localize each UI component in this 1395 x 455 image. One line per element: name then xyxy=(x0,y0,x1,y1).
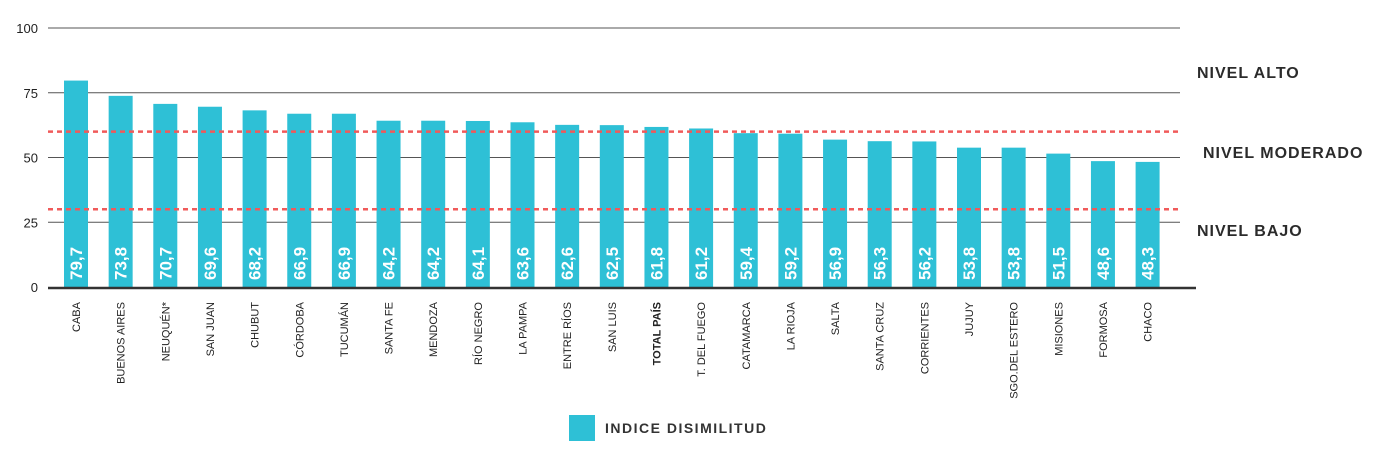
x-tick-label: TOTAL PAÍS xyxy=(650,302,663,365)
bar xyxy=(555,124,580,287)
bar xyxy=(823,139,848,287)
value-label: 73,8 xyxy=(112,247,131,280)
y-tick-label: 100 xyxy=(16,21,38,36)
value-label: 64,1 xyxy=(469,247,488,280)
x-tick-label: CABA xyxy=(71,301,83,332)
level-label-moderate: NIVEL MODERADO xyxy=(1203,145,1363,162)
bar xyxy=(510,122,535,287)
x-tick-label: SGO.DEL ESTERO xyxy=(1009,302,1021,399)
x-tick-label: SAN LUIS xyxy=(607,302,619,352)
x-tick-label: RÍO NEGRO xyxy=(472,302,485,365)
x-tick-label: FORMOSA xyxy=(1098,301,1110,357)
x-tick-label: LA PAMPA xyxy=(518,301,530,354)
bar xyxy=(599,125,624,287)
x-tick-label: MISIONES xyxy=(1053,302,1065,356)
x-tick-label: SALTA xyxy=(830,301,842,335)
value-label: 59,4 xyxy=(737,246,756,280)
x-tick-label: JUJUY xyxy=(964,301,976,336)
x-tick-label: BUENOS AIRES xyxy=(116,302,128,384)
x-axis: CABA BUENOS AIRES NEUQUÉN* SAN JUAN CHUBUT CÓ… xyxy=(48,286,1196,399)
x-tick-label: CHACO xyxy=(1143,302,1155,342)
value-label: 53,8 xyxy=(960,247,979,280)
bar xyxy=(331,113,356,287)
legend-label: INDICE DISIMILITUD xyxy=(605,420,768,436)
value-label: 48,3 xyxy=(1139,247,1158,280)
bar xyxy=(1046,153,1071,287)
bar xyxy=(1001,147,1026,287)
bars-group: 79,7 73,8 70,7 69,6 68,2 66,9 66,9 64,2 64,2 64,1… xyxy=(64,80,1160,288)
y-tick-label: 25 xyxy=(24,215,38,230)
value-label: 64,2 xyxy=(424,247,443,280)
level-labels: NIVEL ALTO NIVEL MODERADO NIVEL BAJO xyxy=(1197,65,1363,240)
bar xyxy=(242,110,267,287)
bar xyxy=(287,113,312,287)
value-label: 61,8 xyxy=(647,247,666,280)
x-tick-label: CATAMARCA xyxy=(741,301,753,369)
x-tick-label: TUCUMÁN xyxy=(338,302,351,357)
bar xyxy=(1135,161,1160,287)
value-label: 68,2 xyxy=(246,247,265,280)
legend: INDICE DISIMILITUD xyxy=(569,415,767,441)
bar xyxy=(376,120,401,287)
level-label-low: NIVEL BAJO xyxy=(1197,223,1303,240)
value-label: 70,7 xyxy=(156,247,175,280)
bar xyxy=(867,141,892,287)
value-label: 69,6 xyxy=(201,247,220,280)
bar xyxy=(421,120,446,287)
x-tick-label: NEUQUÉN* xyxy=(159,301,172,361)
value-label: 66,9 xyxy=(290,247,309,280)
value-label: 56,2 xyxy=(915,247,934,280)
value-label: 62,5 xyxy=(603,247,622,280)
x-tick-label: SANTA CRUZ xyxy=(875,302,887,371)
value-label: 56,3 xyxy=(871,247,890,280)
bar xyxy=(153,103,178,288)
y-tick-label: 0 xyxy=(31,280,38,295)
value-label: 53,8 xyxy=(1005,247,1024,280)
value-label: 64,2 xyxy=(380,247,399,280)
x-tick-label: CÓRDOBA xyxy=(293,301,306,357)
x-tick-label: SANTA FE xyxy=(384,302,396,354)
bar xyxy=(64,80,88,288)
value-label: 63,6 xyxy=(514,247,533,280)
x-tick-label: CHUBUT xyxy=(250,302,262,348)
value-label: 56,9 xyxy=(826,247,845,280)
x-tick-label: LA RIOJA xyxy=(785,301,797,350)
value-label: 61,2 xyxy=(692,247,711,280)
value-label: 59,2 xyxy=(781,247,800,280)
value-label: 48,6 xyxy=(1094,247,1113,280)
value-label: 66,9 xyxy=(335,247,354,280)
bar xyxy=(689,128,714,287)
value-label: 62,6 xyxy=(558,247,577,280)
y-tick-label: 50 xyxy=(24,151,38,166)
y-axis: 0 25 50 75 100 xyxy=(16,21,38,295)
bar xyxy=(108,95,133,287)
x-tick-label: SAN JUAN xyxy=(205,302,217,356)
value-label: 51,5 xyxy=(1049,247,1068,280)
legend-swatch xyxy=(569,415,595,441)
bar xyxy=(912,141,937,287)
x-tick-label: MENDOZA xyxy=(428,301,440,357)
x-tick-label: T. DEL FUEGO xyxy=(696,302,708,377)
x-tick-label: CORRIENTES xyxy=(919,302,931,374)
y-tick-label: 75 xyxy=(24,86,38,101)
x-tick-label: ENTRE RÍOS xyxy=(561,302,574,369)
level-label-high: NIVEL ALTO xyxy=(1197,65,1300,82)
bar xyxy=(197,106,222,288)
bar xyxy=(957,147,981,287)
value-label: 79,7 xyxy=(67,247,86,280)
bar xyxy=(1090,161,1115,287)
bar xyxy=(465,120,490,287)
bar xyxy=(644,126,669,287)
